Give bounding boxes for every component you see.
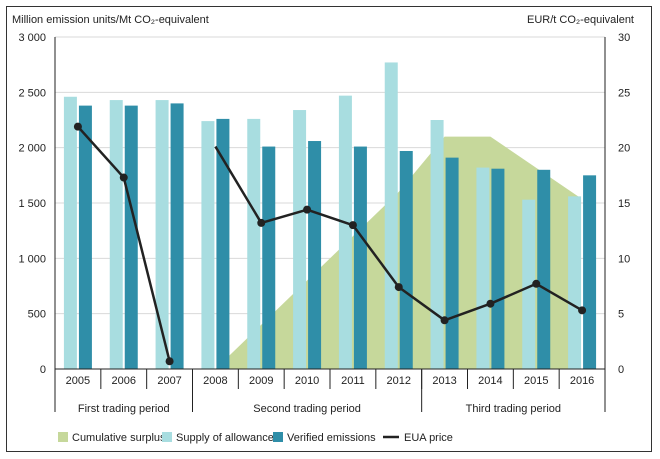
emissions-bar xyxy=(124,105,138,369)
supply-bar xyxy=(430,120,444,369)
x-tick-label: 2009 xyxy=(249,375,273,387)
trading-period-label: Second trading period xyxy=(253,403,361,415)
eua-price-point xyxy=(303,205,312,214)
emissions-bar xyxy=(308,141,322,369)
eua-price-point xyxy=(578,306,587,315)
eua-price-point xyxy=(532,279,541,288)
supply-bar xyxy=(63,96,77,369)
y-tick-left: 1 500 xyxy=(18,198,46,210)
emissions-bar xyxy=(262,146,276,369)
eua-price-point xyxy=(73,122,82,131)
y-tick-left: 2 000 xyxy=(18,143,46,155)
y-tick-left: 3 000 xyxy=(18,32,46,44)
x-tick-label: 2005 xyxy=(66,375,90,387)
emissions-bar xyxy=(399,150,413,369)
y-tick-right: 10 xyxy=(618,253,630,265)
x-tick-label: 2013 xyxy=(432,375,456,387)
y-tick-right: 25 xyxy=(618,87,630,99)
supply-bar xyxy=(247,118,261,369)
x-tick-label: 2008 xyxy=(203,375,227,387)
y-axis-right-title: EUR/t CO₂-equivalent xyxy=(527,14,634,26)
x-tick-label: 2006 xyxy=(112,375,136,387)
y-tick-right: 20 xyxy=(618,143,630,155)
emissions-bar xyxy=(216,118,230,369)
emissions-bar xyxy=(445,157,459,369)
y-tick-left: 2 500 xyxy=(18,87,46,99)
x-tick-label: 2016 xyxy=(570,375,594,387)
y-tick-left: 1 000 xyxy=(18,253,46,265)
eua-price-point xyxy=(394,283,403,292)
supply-bar xyxy=(201,121,215,370)
legend-label: EUA price xyxy=(404,432,453,444)
y-tick-left: 500 xyxy=(28,309,46,321)
x-tick-label: 2007 xyxy=(157,375,181,387)
supply-bar xyxy=(522,199,536,369)
x-tick-label: 2012 xyxy=(387,375,411,387)
y-tick-right: 15 xyxy=(618,198,630,210)
trading-period-label: Third trading period xyxy=(466,403,561,415)
x-tick-label: 2011 xyxy=(341,375,365,387)
eua-price-point xyxy=(257,218,266,227)
supply-bar xyxy=(293,110,307,369)
emissions-bar xyxy=(537,169,551,369)
legend-swatch xyxy=(162,432,172,442)
trading-period-label: First trading period xyxy=(78,403,170,415)
y-tick-right: 0 xyxy=(618,364,624,376)
eua-price-point xyxy=(165,357,174,366)
legend-label: Verified emissions xyxy=(287,432,376,444)
emissions-bar xyxy=(353,146,367,369)
eua-price-point xyxy=(486,299,495,308)
emissions-bar xyxy=(78,105,92,369)
y-tick-left: 0 xyxy=(40,364,46,376)
legend-label: Cumulative surplus xyxy=(72,432,166,444)
x-tick-label: 2010 xyxy=(295,375,319,387)
legend-label: Supply of allowances xyxy=(176,432,280,444)
x-tick-label: 2014 xyxy=(478,375,502,387)
y-tick-right: 30 xyxy=(618,32,630,44)
supply-bar xyxy=(155,100,169,369)
eua-price-point xyxy=(119,173,128,182)
supply-bar xyxy=(476,167,490,369)
supply-bar xyxy=(384,62,398,369)
legend-swatch xyxy=(58,432,68,442)
supply-bar xyxy=(568,196,582,369)
legend-swatch xyxy=(273,432,283,442)
eua-price-point xyxy=(348,221,357,230)
x-tick-label: 2015 xyxy=(524,375,548,387)
supply-bar xyxy=(109,100,123,369)
y-axis-left-title: Million emission units/Mt CO₂-equivalent xyxy=(12,14,209,26)
emissions-bar xyxy=(583,175,597,369)
emissions-bar xyxy=(491,168,505,369)
emissions-bar xyxy=(170,103,184,370)
eua-price-point xyxy=(440,316,449,325)
supply-bar xyxy=(338,95,352,370)
y-tick-right: 5 xyxy=(618,309,624,321)
